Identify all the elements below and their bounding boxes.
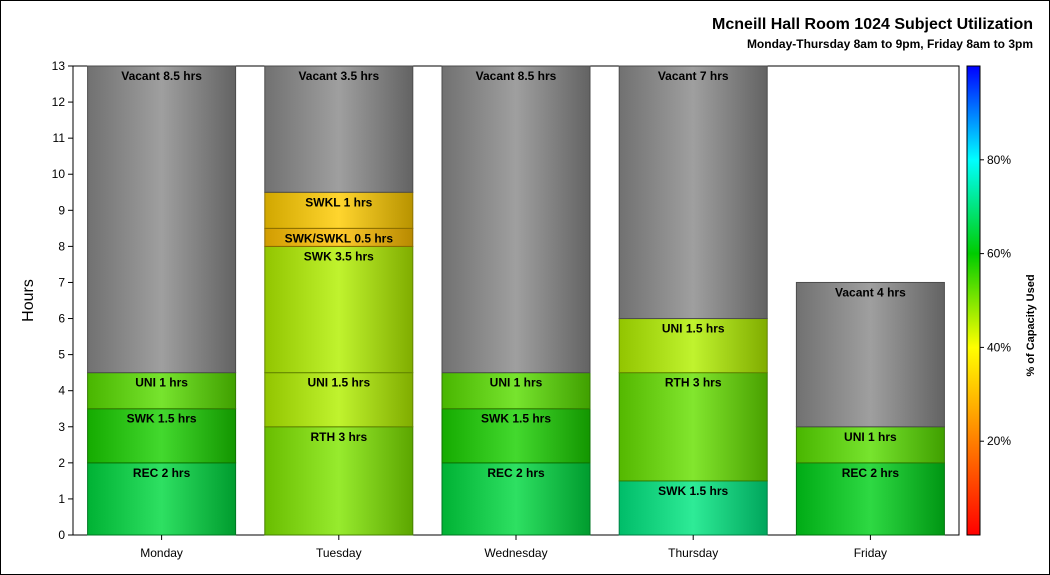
- y-tick-label: 8: [58, 239, 65, 253]
- bar-segment-label: Vacant 8.5 hrs: [476, 69, 557, 83]
- x-tick-label: Friday: [854, 546, 887, 560]
- y-tick-label: 9: [58, 203, 65, 217]
- colorbar-label: % of Capacity Used: [1025, 274, 1037, 376]
- bar-segment: [87, 462, 237, 536]
- bar-segment: [264, 191, 414, 229]
- x-tick-label: Wednesday: [484, 546, 547, 560]
- y-tick-label: 0: [58, 528, 65, 542]
- y-tick-label: 10: [52, 167, 66, 181]
- bar-segment-label: Vacant 7 hrs: [658, 69, 729, 83]
- bar-segment: [87, 372, 237, 410]
- colorbar-tick-label: 40%: [987, 340, 1011, 354]
- bar-segment: [87, 408, 237, 464]
- bar-segment-label: Vacant 8.5 hrs: [121, 69, 202, 83]
- colorbar-tick-label: 60%: [987, 247, 1011, 261]
- bar-segment-label: REC 2 hrs: [842, 466, 900, 480]
- y-tick-label: 13: [52, 59, 66, 73]
- y-tick-label: 4: [58, 384, 65, 398]
- bar-segment-label: RTH 3 hrs: [665, 376, 722, 390]
- bar-segment: [441, 65, 591, 374]
- bar-segment: [441, 462, 591, 536]
- colorbar-tick-label: 80%: [987, 153, 1011, 167]
- y-tick-label: 1: [58, 492, 65, 506]
- bar-segment: [264, 65, 414, 193]
- bar-segment: [618, 372, 768, 482]
- colorbar-tick-label: 20%: [987, 434, 1011, 448]
- bar-segment-label: REC 2 hrs: [487, 466, 545, 480]
- y-tick-label: 6: [58, 312, 65, 326]
- x-tick-label: Monday: [140, 546, 183, 560]
- bar-segment: [795, 462, 945, 536]
- bar-segment: [795, 426, 945, 464]
- bar-segment-label: SWK 1.5 hrs: [127, 412, 197, 426]
- bar-segment-label: SWK/SWKL 0.5 hrs: [285, 231, 394, 245]
- bar-segment: [618, 480, 768, 536]
- bar-segment-label: UNI 1 hrs: [844, 430, 897, 444]
- bar-segment-label: SWKL 1 hrs: [305, 195, 372, 209]
- bar-segment-label: REC 2 hrs: [133, 466, 191, 480]
- bar-segment: [441, 408, 591, 464]
- colorbar-gradient: [966, 65, 981, 536]
- bar-segment: [264, 245, 414, 374]
- bar-segment: [87, 65, 237, 374]
- bar-segment: [264, 372, 414, 428]
- x-tick-label: Tuesday: [316, 546, 362, 560]
- bar-segment-label: SWK 3.5 hrs: [304, 249, 374, 263]
- bar-segment-label: Vacant 3.5 hrs: [298, 69, 379, 83]
- y-tick-label: 3: [58, 420, 65, 434]
- bar-segment-label: SWK 1.5 hrs: [658, 484, 728, 498]
- bar-segment: [618, 65, 768, 320]
- y-tick-label: 11: [53, 131, 66, 145]
- chart-title: Mcneill Hall Room 1024 Subject Utilizati…: [712, 16, 1033, 33]
- y-tick-label: 7: [58, 275, 65, 289]
- bar-segment: [441, 372, 591, 410]
- bar-segment: [264, 426, 414, 536]
- bar-segment-label: UNI 1.5 hrs: [307, 376, 370, 390]
- bar-segment: [618, 318, 768, 374]
- bar-segment-label: UNI 1 hrs: [490, 376, 543, 390]
- colorbar: 20% 40% 60% 80%: [966, 65, 1011, 536]
- bar-segment-label: RTH 3 hrs: [310, 430, 367, 444]
- y-axis-label: Hours: [20, 279, 37, 322]
- chart-subtitle: Monday-Thursday 8am to 9pm, Friday 8am t…: [747, 37, 1033, 51]
- bar-segment-label: Vacant 4 hrs: [835, 285, 906, 299]
- x-tick-label: Thursday: [668, 546, 718, 560]
- y-tick-label: 12: [52, 95, 66, 109]
- bar-segment-label: UNI 1.5 hrs: [662, 322, 725, 336]
- bar-segment: [795, 281, 945, 428]
- bar-segment-label: UNI 1 hrs: [135, 376, 188, 390]
- bar-segment-label: SWK 1.5 hrs: [481, 412, 551, 426]
- y-tick-label: 5: [58, 348, 65, 362]
- y-tick-label: 2: [58, 456, 65, 470]
